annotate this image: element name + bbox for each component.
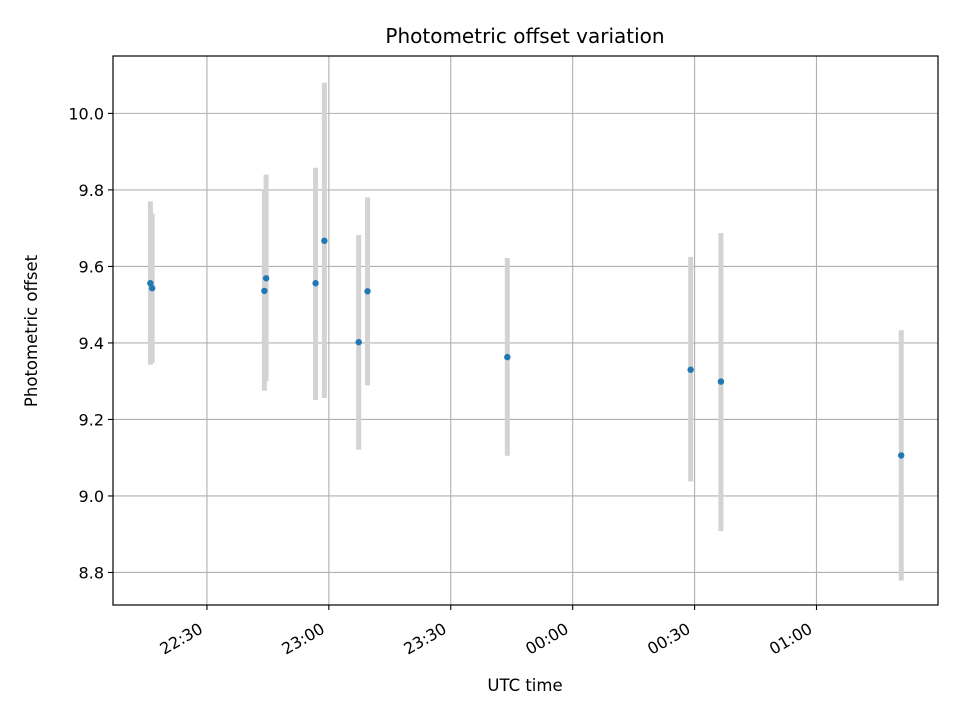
data-point <box>898 452 905 459</box>
data-point <box>321 237 328 244</box>
data-point <box>687 366 694 373</box>
chart-title: Photometric offset variation <box>385 24 664 48</box>
plot-frame <box>112 55 939 606</box>
data-point <box>717 378 725 385</box>
y-tick-label: 9.4 <box>79 334 104 353</box>
grid <box>113 56 938 605</box>
data-point <box>355 338 362 346</box>
y-axis-ticks: 8.8 9.0 9.2 9.4 9.6 9.8 10.0 <box>68 104 113 582</box>
data-point <box>364 288 371 295</box>
plot-area <box>113 56 938 605</box>
data-point <box>262 275 270 282</box>
data-point <box>504 353 511 361</box>
y-tick-label: 10.0 <box>68 104 104 123</box>
y-tick-label: 9.0 <box>79 487 104 506</box>
data-points <box>147 237 905 459</box>
y-tick-label: 8.8 <box>79 563 104 582</box>
x-axis-label: UTC time <box>487 676 562 695</box>
y-tick-label: 9.8 <box>79 181 104 200</box>
y-tick-label: 9.6 <box>79 257 104 276</box>
data-point <box>147 280 154 287</box>
data-point <box>312 280 319 287</box>
data-point <box>148 285 156 292</box>
y-axis-label: Photometric offset <box>22 254 41 407</box>
data-point <box>261 287 268 295</box>
y-tick-label: 9.2 <box>79 410 104 429</box>
